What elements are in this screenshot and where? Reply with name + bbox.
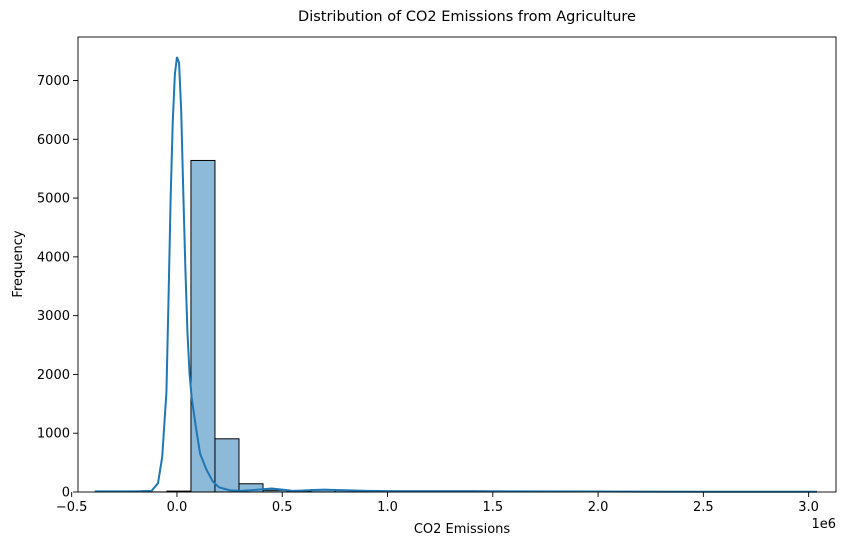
kde-curve xyxy=(94,56,818,493)
x-axis-ticks: −0.5 0.0 0.5 1.0 1.5 2.0 2.5 3.0 xyxy=(56,492,819,515)
x-axis-offset-label: 1e6 xyxy=(811,517,836,532)
x-tick-label: 0.5 xyxy=(272,500,293,515)
chart-title: Distribution of CO2 Emissions from Agric… xyxy=(298,9,636,25)
x-tick-label: 0.0 xyxy=(167,500,188,515)
y-tick-label: 2000 xyxy=(37,368,70,383)
x-tick-label: 1.0 xyxy=(377,500,398,515)
histogram-bar xyxy=(190,159,216,493)
histogram-bar xyxy=(214,438,240,493)
y-tick-label: 1000 xyxy=(37,427,70,442)
y-axis-label: Frequency xyxy=(11,230,26,297)
x-tick-label: −0.5 xyxy=(56,500,88,515)
plot-frame xyxy=(77,36,837,493)
x-tick-label: 2.5 xyxy=(693,500,714,515)
x-tick-label: 2.0 xyxy=(588,500,609,515)
y-tick-label: 7000 xyxy=(37,74,70,89)
x-tick-label: 1.5 xyxy=(482,500,503,515)
y-tick-label: 0 xyxy=(62,486,70,501)
y-tick-label: 6000 xyxy=(37,133,70,148)
x-tick-label: 3.0 xyxy=(798,500,819,515)
y-axis-ticks: 0 1000 2000 3000 4000 5000 6000 7000 xyxy=(37,74,78,501)
x-axis-label: CO2 Emissions xyxy=(414,522,511,537)
y-tick-label: 4000 xyxy=(37,250,70,265)
y-tick-label: 3000 xyxy=(37,309,70,324)
y-tick-label: 5000 xyxy=(37,192,70,207)
